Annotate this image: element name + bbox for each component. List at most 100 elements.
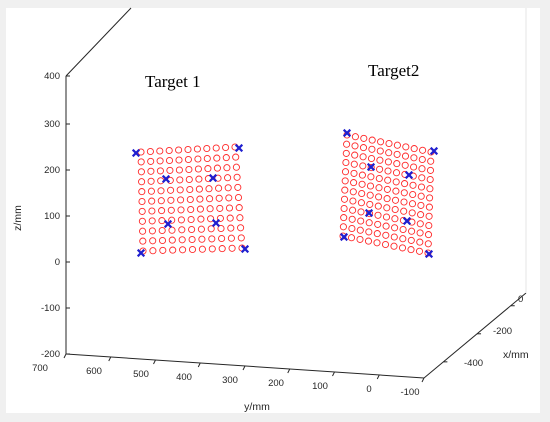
grid-point xyxy=(374,202,382,210)
control-point-stroke xyxy=(364,208,374,218)
grid-point xyxy=(147,187,155,195)
control-point-stroke xyxy=(342,128,352,138)
z-tick-label: 100 xyxy=(44,211,60,222)
grid-point xyxy=(341,177,349,185)
grid-point xyxy=(360,134,368,142)
y-tick-label: 200 xyxy=(268,378,284,389)
grid-point xyxy=(365,210,374,218)
grid-point xyxy=(168,236,176,244)
grid-point xyxy=(374,211,382,219)
grid-point xyxy=(350,169,358,177)
grid-point xyxy=(175,166,183,174)
grid-point xyxy=(177,216,185,224)
grid-point xyxy=(227,234,235,242)
grid-point xyxy=(146,147,154,156)
grid-point xyxy=(138,188,146,196)
grid-point xyxy=(165,146,173,155)
grid-point xyxy=(349,206,357,214)
grid-point xyxy=(373,239,381,247)
grid-point xyxy=(349,197,357,205)
grid-point xyxy=(147,177,155,185)
grid-point xyxy=(149,247,157,255)
y-tick-label: 500 xyxy=(133,369,149,380)
grid-point xyxy=(340,204,348,213)
grid-point xyxy=(348,224,356,233)
grid-point xyxy=(156,167,164,175)
y-tick-mark xyxy=(287,368,291,374)
grid-point xyxy=(417,192,425,200)
control-point xyxy=(136,248,146,258)
grid-point xyxy=(186,195,194,204)
grid-point xyxy=(148,197,156,205)
z-axis-label: z/mm xyxy=(12,205,24,231)
grid-point xyxy=(419,146,427,154)
grid-point xyxy=(385,149,393,157)
control-point xyxy=(402,216,412,226)
grid-point xyxy=(410,163,418,171)
grid-point xyxy=(235,204,243,212)
grid-point xyxy=(177,196,185,204)
grid-point xyxy=(366,182,375,190)
grid-point xyxy=(138,217,146,225)
grid-point xyxy=(393,150,401,158)
grid-point xyxy=(375,193,383,201)
y-tick-mark xyxy=(153,359,156,365)
grid-point xyxy=(224,174,232,182)
grid-point xyxy=(341,186,349,194)
grid-point xyxy=(416,229,424,237)
grid-point xyxy=(185,165,193,174)
control-point xyxy=(240,244,250,254)
z-tick-label: 400 xyxy=(44,71,60,82)
y-tick-mark xyxy=(376,374,380,380)
grid-point xyxy=(203,144,211,153)
grid-point xyxy=(139,237,147,245)
annotation-target-1: Target 1 xyxy=(145,72,201,91)
grid-point xyxy=(165,156,174,165)
grid-point xyxy=(407,246,415,254)
control-point xyxy=(424,249,434,259)
grid-point xyxy=(237,234,245,242)
x-tick-label: 0 xyxy=(518,294,523,305)
grid-point xyxy=(149,237,157,245)
grid-point xyxy=(167,206,175,214)
grid-point xyxy=(342,158,350,167)
control-point-stroke xyxy=(208,173,218,183)
grid-point xyxy=(400,207,408,215)
grid-point xyxy=(425,221,433,230)
grid-point xyxy=(196,205,204,213)
grid-point xyxy=(408,227,416,235)
grid-point xyxy=(194,155,202,163)
grid-point xyxy=(376,156,384,164)
grid-point xyxy=(214,174,222,182)
annotation-target-2: Target2 xyxy=(368,61,419,80)
control-point-stroke xyxy=(402,216,412,226)
grid-point xyxy=(376,165,384,173)
grid-point xyxy=(213,154,221,162)
grid-point xyxy=(351,151,359,159)
grid-point xyxy=(368,145,376,153)
grid-point xyxy=(168,216,176,224)
grid-point xyxy=(226,214,234,222)
grid-point xyxy=(194,165,202,173)
grid-point xyxy=(358,189,366,198)
control-point xyxy=(234,143,244,153)
grid-point xyxy=(227,224,235,232)
grid-point xyxy=(409,181,417,189)
grid-point xyxy=(402,143,410,151)
grid-point xyxy=(391,215,399,223)
grid-point xyxy=(392,178,400,186)
grid-point xyxy=(340,214,348,222)
grid-point xyxy=(425,203,433,211)
grid-point xyxy=(147,167,155,175)
grid-point xyxy=(198,235,206,243)
grid-point xyxy=(208,235,216,243)
grid-point xyxy=(148,227,156,235)
axes-background xyxy=(6,8,540,413)
grid-point xyxy=(186,185,194,194)
grid-point xyxy=(347,234,356,242)
grid-point xyxy=(342,149,350,157)
z-tick-label: -200 xyxy=(41,349,60,360)
grid-point xyxy=(382,213,391,221)
grid-point xyxy=(351,133,359,141)
